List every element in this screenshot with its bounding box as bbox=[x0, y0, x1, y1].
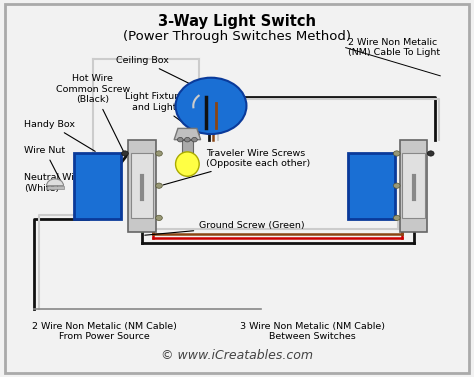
Text: © www.iCreatables.com: © www.iCreatables.com bbox=[161, 349, 313, 362]
Circle shape bbox=[428, 151, 434, 156]
Bar bbox=[128, 139, 156, 232]
Text: 3-Way Light Switch: 3-Way Light Switch bbox=[158, 14, 316, 29]
Bar bbox=[131, 153, 154, 218]
Circle shape bbox=[175, 78, 246, 134]
Circle shape bbox=[393, 183, 400, 188]
Bar bbox=[74, 153, 121, 219]
Circle shape bbox=[393, 215, 400, 221]
Wedge shape bbox=[46, 179, 64, 186]
Circle shape bbox=[156, 183, 162, 188]
Bar bbox=[348, 153, 395, 219]
Circle shape bbox=[191, 138, 197, 142]
Circle shape bbox=[177, 138, 183, 142]
Text: Traveler Wire Screws
(Opposite each other): Traveler Wire Screws (Opposite each othe… bbox=[163, 149, 310, 185]
Text: Hot Wire
Common Screw
(Black): Hot Wire Common Screw (Black) bbox=[56, 74, 130, 151]
Text: (Power Through Switches Method): (Power Through Switches Method) bbox=[123, 30, 351, 43]
Text: Ceiling Box: Ceiling Box bbox=[116, 56, 198, 88]
Bar bbox=[402, 153, 425, 218]
Polygon shape bbox=[174, 129, 201, 139]
Text: Wire Nut: Wire Nut bbox=[24, 146, 65, 181]
Circle shape bbox=[184, 138, 190, 142]
Bar bbox=[46, 186, 64, 189]
Ellipse shape bbox=[175, 152, 199, 176]
Text: 2 Wire Non Metalic (NM Cable)
From Power Source: 2 Wire Non Metalic (NM Cable) From Power… bbox=[32, 322, 177, 341]
Text: 2 Wire Non Metalic
(NM) Cable To Light: 2 Wire Non Metalic (NM) Cable To Light bbox=[348, 38, 440, 57]
Circle shape bbox=[156, 151, 162, 156]
Circle shape bbox=[393, 151, 400, 156]
Text: 3 Wire Non Metalic (NM Cable)
Between Switches: 3 Wire Non Metalic (NM Cable) Between Sw… bbox=[240, 322, 385, 341]
Text: Light Fixture
and Light: Light Fixture and Light bbox=[125, 92, 199, 134]
Bar bbox=[400, 139, 428, 232]
Text: Neutral Wires
(White): Neutral Wires (White) bbox=[24, 173, 89, 193]
Text: Ground Screw (Green): Ground Screw (Green) bbox=[145, 221, 305, 235]
Text: Handy Box: Handy Box bbox=[24, 120, 95, 152]
Bar bbox=[182, 140, 193, 153]
Circle shape bbox=[156, 215, 162, 221]
Circle shape bbox=[122, 151, 128, 156]
